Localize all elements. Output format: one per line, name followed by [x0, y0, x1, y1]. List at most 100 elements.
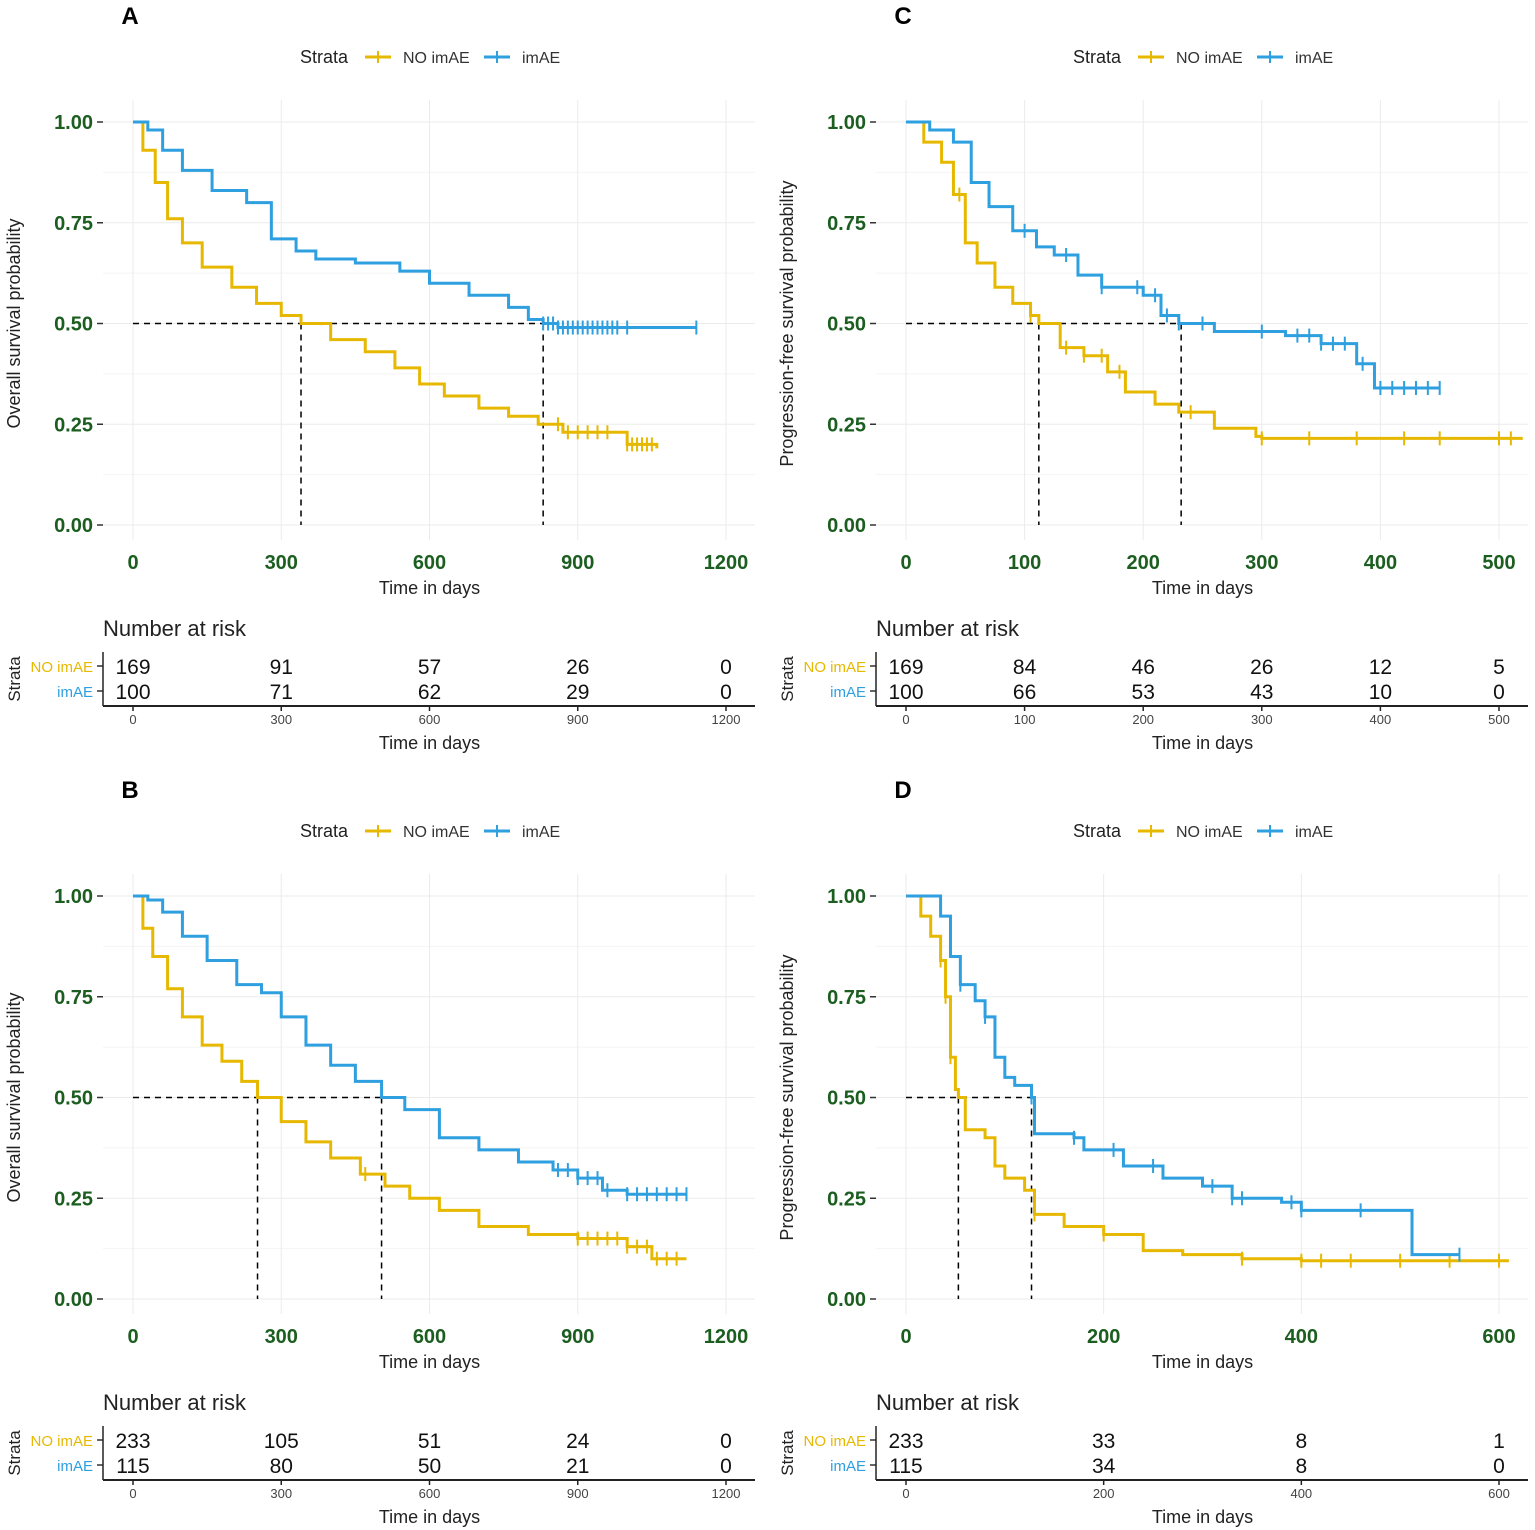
- risk-value: 84: [1013, 656, 1037, 679]
- panel-a: A Strata NO imAE imAE 0.00 0.25 0.50 0.75 1.00 Ov…: [4, 3, 755, 753]
- risk-value: 0: [1493, 1455, 1505, 1478]
- series-imae: [133, 120, 698, 335]
- risk-value: 233: [888, 1430, 923, 1453]
- risk-y-label: Strata: [778, 656, 797, 702]
- series-no-imae: [906, 894, 1509, 1268]
- risk-row-label: NO imAE: [30, 1433, 93, 1450]
- series-imae: [906, 894, 1461, 1262]
- risk-value: 53: [1132, 681, 1155, 704]
- series-no-imae: [906, 120, 1523, 446]
- risk-value: 26: [566, 656, 589, 679]
- panel-letter: C: [894, 3, 911, 30]
- risk-row-label: imAE: [57, 684, 93, 701]
- risk-value: 0: [720, 681, 732, 704]
- y-tick-label: 0.75: [54, 213, 93, 235]
- survival-curve: [906, 894, 1460, 1257]
- risk-x-tick-label: 0: [129, 1486, 136, 1501]
- legend-title: Strata: [300, 821, 349, 841]
- risk-x-tick-label: 1200: [712, 712, 741, 727]
- y-tick-label: 0.75: [827, 213, 866, 235]
- risk-x-tick-label: 0: [902, 712, 909, 727]
- y-tick-label: 0.50: [827, 314, 866, 336]
- risk-x-tick-label: 900: [567, 1486, 589, 1501]
- risk-x-tick-label: 1200: [712, 1486, 741, 1501]
- y-tick-label: 1.00: [54, 886, 93, 908]
- risk-x-tick-label: 0: [129, 712, 136, 727]
- x-tick-label: 900: [561, 1326, 594, 1348]
- risk-value: 5: [1493, 656, 1505, 679]
- risk-x-tick-label: 900: [567, 712, 589, 727]
- risk-value: 21: [566, 1455, 589, 1478]
- x-tick-label: 0: [127, 552, 138, 574]
- survival-curve: [133, 120, 697, 330]
- risk-x-axis-label: Time in days: [1152, 733, 1253, 753]
- risk-value: 50: [418, 1455, 441, 1478]
- y-tick-label: 0.75: [54, 987, 93, 1009]
- risk-table: Number at risk Strata NO imAE 233 105 51 24 0 im…: [5, 1390, 755, 1527]
- risk-value: 57: [418, 656, 441, 679]
- grid: [876, 100, 1528, 540]
- risk-value: 105: [264, 1430, 299, 1453]
- risk-x-tick-label: 600: [419, 1486, 441, 1501]
- risk-x-axis-label: Time in days: [1152, 1507, 1253, 1527]
- risk-value: 71: [270, 681, 293, 704]
- risk-value: 46: [1132, 656, 1155, 679]
- risk-value: 33: [1092, 1430, 1115, 1453]
- risk-x-tick-label: 200: [1093, 1486, 1115, 1501]
- series-imae: [133, 894, 688, 1202]
- risk-table: Number at risk Strata NO imAE 169 84 46 26 12 5 i…: [778, 616, 1528, 753]
- y-tick-label: 1.00: [827, 112, 866, 134]
- survival-curve: [906, 120, 1440, 390]
- risk-row-label: NO imAE: [803, 659, 866, 676]
- risk-value: 1: [1493, 1430, 1505, 1453]
- risk-y-label: Strata: [5, 656, 24, 702]
- risk-x-tick-label: 300: [270, 712, 292, 727]
- y-tick-label: 0.00: [54, 1289, 93, 1311]
- risk-value: 91: [270, 656, 293, 679]
- risk-value: 34: [1092, 1455, 1116, 1478]
- x-tick-label: 600: [413, 552, 446, 574]
- y-tick-label: 0.00: [827, 1289, 866, 1311]
- panel-b: B Strata NO imAE imAE 0.00 0.25 0.50 0.75 1.00 Ov…: [4, 777, 755, 1527]
- risk-value: 233: [115, 1430, 150, 1453]
- x-axis-label: Time in days: [379, 1352, 480, 1372]
- risk-x-tick-label: 600: [1488, 1486, 1510, 1501]
- risk-row-label: imAE: [830, 684, 866, 701]
- risk-value: 80: [270, 1455, 293, 1478]
- risk-x-tick-label: 300: [270, 1486, 292, 1501]
- x-tick-label: 500: [1482, 552, 1515, 574]
- risk-y-label: Strata: [778, 1430, 797, 1476]
- risk-x-tick-label: 300: [1251, 712, 1273, 727]
- panel-letter: D: [894, 777, 911, 804]
- grid: [103, 874, 755, 1314]
- series-no-imae: [133, 120, 659, 452]
- y-axis-label: Overall survival probability: [4, 218, 24, 428]
- risk-value: 0: [720, 1455, 732, 1478]
- risk-row-label: NO imAE: [30, 659, 93, 676]
- x-axis-label: Time in days: [1152, 578, 1253, 598]
- x-tick-label: 0: [900, 1326, 911, 1348]
- legend-label: imAE: [522, 50, 560, 67]
- risk-x-tick-label: 100: [1014, 712, 1036, 727]
- y-tick-label: 0.25: [827, 414, 866, 436]
- risk-x-tick-label: 400: [1290, 1486, 1312, 1501]
- legend-label: imAE: [522, 824, 560, 841]
- risk-value: 8: [1295, 1455, 1307, 1478]
- risk-value: 66: [1013, 681, 1036, 704]
- risk-value: 100: [115, 681, 150, 704]
- x-tick-label: 400: [1285, 1326, 1318, 1348]
- risk-x-tick-label: 0: [902, 1486, 909, 1501]
- survival-curve: [133, 894, 687, 1196]
- risk-value: 115: [116, 1455, 149, 1478]
- x-tick-label: 200: [1127, 552, 1160, 574]
- grid: [876, 874, 1528, 1314]
- y-tick-label: 0.50: [54, 314, 93, 336]
- legend-label: imAE: [1295, 50, 1333, 67]
- risk-title: Number at risk: [876, 616, 1020, 641]
- x-tick-label: 200: [1087, 1326, 1120, 1348]
- y-tick-label: 0.00: [54, 515, 93, 537]
- legend-label: NO imAE: [1176, 824, 1243, 841]
- risk-value: 0: [720, 656, 732, 679]
- y-tick-label: 1.00: [54, 112, 93, 134]
